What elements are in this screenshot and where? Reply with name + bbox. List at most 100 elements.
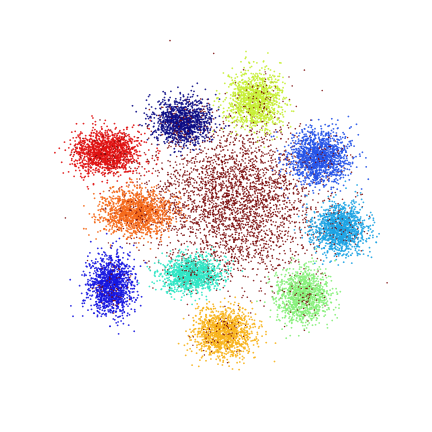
scatter-point [167, 171, 169, 174]
scatter-point [255, 201, 257, 203]
scatter-point [227, 186, 229, 189]
scatter-point [197, 142, 199, 145]
scatter-point [207, 200, 209, 202]
scatter-point [223, 192, 226, 194]
scatter-point [223, 182, 225, 185]
scatter-point [248, 159, 250, 162]
scatter-point [272, 221, 275, 223]
scatter-point [307, 171, 310, 173]
scatter-point [201, 239, 204, 242]
scatter-point [183, 127, 186, 129]
scatter-point [303, 217, 306, 220]
scatter-point [211, 199, 213, 202]
scatter-point [213, 213, 215, 215]
scatter-point [254, 165, 257, 167]
scatter-point [252, 279, 255, 282]
scatter-point [270, 157, 272, 159]
scatter-point [290, 241, 292, 244]
scatter-point [241, 209, 244, 212]
scatter-point [168, 129, 171, 132]
scatter-point [204, 187, 206, 189]
scatter-point [206, 168, 208, 171]
scatter-point [285, 205, 287, 208]
scatter-point [296, 179, 298, 182]
scatter-point [296, 213, 299, 216]
scatter-point [282, 243, 285, 246]
scatter-point [240, 264, 243, 267]
scatter-point [221, 183, 223, 185]
scatter-point [248, 170, 250, 173]
scatter-point [197, 229, 200, 231]
scatter-point [301, 188, 304, 191]
scatter-point [189, 227, 192, 230]
scatter-point [204, 215, 206, 218]
scatter-point [241, 173, 243, 176]
scatter-point [258, 150, 261, 152]
scatter-point [227, 179, 230, 181]
scatter-point [249, 188, 251, 190]
scatter-point [259, 287, 262, 290]
scatter-point [260, 192, 262, 194]
scatter-point [193, 110, 196, 112]
scatter-point [278, 199, 281, 202]
scatter-point [261, 67, 263, 69]
scatter-point [236, 213, 239, 215]
scatter-point [246, 169, 248, 171]
scatter-point [234, 255, 236, 258]
scatter-point [260, 249, 263, 252]
scatter-point [258, 226, 261, 228]
scatter-point [222, 131, 225, 133]
scatter-point [156, 187, 158, 190]
scatter-point [222, 286, 225, 289]
scatter-point [169, 176, 172, 178]
scatter-point [245, 134, 248, 137]
scatter-point [262, 217, 264, 220]
scatter-point [245, 240, 248, 243]
scatter-point [204, 204, 207, 207]
scatter-point [208, 203, 211, 206]
scatter-point [304, 252, 306, 255]
scatter-point [246, 149, 248, 152]
scatter-point [221, 211, 223, 213]
scatter-point [258, 206, 260, 209]
scatter-point [249, 235, 252, 237]
scatter-point [247, 231, 249, 234]
scatter-point [246, 249, 248, 252]
scatter-point [193, 128, 196, 131]
scatter-point [234, 83, 237, 86]
scatter-point [284, 175, 287, 177]
scatter-point [256, 167, 259, 170]
scatter-point [233, 240, 235, 242]
scatter-point [238, 217, 240, 220]
scatter-point [291, 220, 293, 223]
scatter-point [281, 215, 283, 217]
scatter-point [210, 182, 213, 185]
scatter-point [222, 168, 224, 170]
scatter-point [310, 206, 312, 208]
scatter-point [171, 227, 174, 230]
scatter-point [203, 122, 206, 125]
scatter-point [177, 102, 180, 104]
scatter-point [266, 184, 269, 187]
scatter-point [356, 192, 359, 194]
scatter-point [268, 129, 271, 132]
scatter-point [199, 112, 202, 114]
scatter-point [197, 131, 199, 134]
scatter-point [223, 162, 226, 165]
scatter-point [293, 201, 295, 204]
scatter-point [278, 226, 281, 228]
scatter-point [224, 252, 227, 255]
scatter-point [239, 211, 242, 213]
scatter-point [236, 121, 239, 123]
scatter-point [214, 245, 217, 248]
scatter-point [262, 175, 265, 177]
scatter-point [216, 217, 218, 220]
scatter-point [282, 196, 285, 198]
scatter-point [207, 174, 209, 176]
scatter-point [152, 287, 154, 289]
scatter-point [287, 127, 290, 129]
scatter-point [257, 176, 260, 178]
scatter-point [192, 191, 195, 194]
scatter-point [181, 253, 184, 255]
scatter-point [160, 244, 163, 246]
